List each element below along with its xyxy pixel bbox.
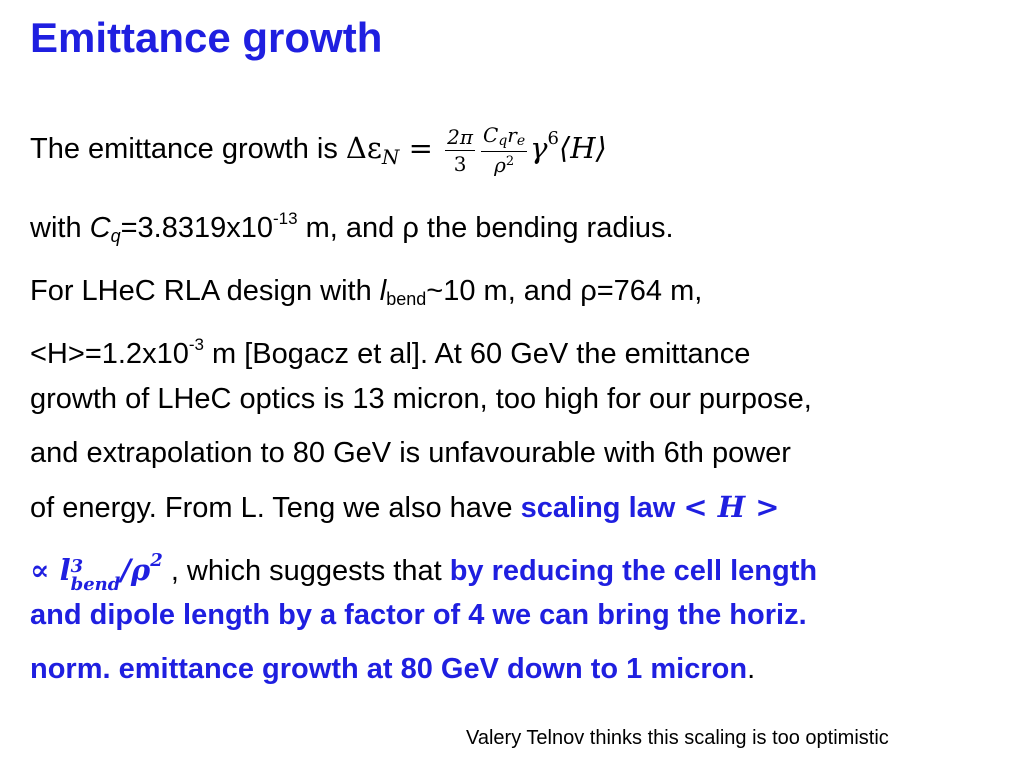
- l-bend-cubed-exponent: 3: [70, 556, 84, 577]
- rho-exponent: 2: [505, 154, 515, 170]
- scaling-law-highlight: scaling law: [520, 492, 684, 524]
- scaling-law-h-math: < H >: [683, 490, 780, 524]
- line2-text-a: <H>=1.2x10: [30, 338, 189, 370]
- body-paragraph: For LHeC RLA design with lbend~10 m, and…: [30, 264, 817, 696]
- cq-subscript: q: [498, 133, 508, 150]
- line1-text-b: ~10 m, and ρ=764 m,: [426, 275, 703, 307]
- line6-text: , which suggests that: [162, 555, 450, 587]
- proportional-symbol: ∝: [30, 553, 60, 587]
- body-line-7: and dipole length by a factor of 4 we ca…: [30, 599, 807, 631]
- reduction-highlight-end: norm. emittance growth at 80 GeV down to…: [30, 653, 748, 685]
- equals-sign: =: [399, 131, 443, 165]
- l-bend-subscript: bend: [386, 289, 427, 309]
- rho-symbol: ρ: [494, 153, 506, 178]
- l-bend-cubed-subscript: bend: [70, 574, 121, 595]
- fraction-denominator: ρ2: [481, 152, 527, 175]
- reduction-highlight-start: by reducing the cell length: [449, 555, 818, 587]
- gamma-exponent: 6: [547, 128, 559, 149]
- delta-epsilon-symbol: Δε: [345, 131, 382, 165]
- fraction-numerator: Cqre: [481, 123, 528, 153]
- fraction-cq-re-over-rho-squared: Cqre ρ2: [481, 123, 528, 175]
- fraction-numerator: 2π: [445, 124, 476, 151]
- line1-text-a: For LHeC RLA design with: [30, 275, 380, 307]
- cq-exponent: -13: [273, 209, 298, 228]
- l-bend-cubed-symbol: l: [59, 553, 71, 587]
- body-line-8: norm. emittance growth at 80 GeV down to…: [30, 642, 817, 696]
- re-subscript: e: [516, 133, 526, 150]
- equation-paragraph: The emittance growth is ΔεN = 2π 3 Cqre ρ2 γ…: [30, 112, 607, 184]
- cq-paragraph: with Cq=3.8319x10-13 m, and ρ the bendin…: [30, 192, 674, 263]
- cq-text-subscript: q: [110, 226, 121, 246]
- line2-text-b: m [Bogacz et al]. At 60 GeV the emittanc…: [203, 338, 751, 370]
- body-line-5: of energy. From L. Teng we also have sca…: [30, 480, 817, 534]
- l-bend-symbol: l: [379, 275, 387, 307]
- cq-lead-text: with: [30, 212, 90, 244]
- l-bend-cubed-scripts: 3 bend: [71, 558, 121, 594]
- body-line-1: For LHeC RLA design with lbend~10 m, and…: [30, 264, 817, 318]
- equation-lead-text: The emittance growth is: [30, 133, 346, 165]
- rho-divisor-symbol: /ρ: [120, 553, 151, 587]
- fraction-two-pi-over-three: 2π 3: [445, 124, 476, 176]
- cq-symbol: C: [483, 123, 499, 148]
- rho-divisor-exponent: 2: [150, 550, 163, 571]
- cq-text-symbol: C: [89, 212, 111, 244]
- body-line-6: ∝ l 3 bend/ρ2 , which suggests that by red…: [30, 534, 818, 594]
- epsilon-subscript: N: [381, 145, 400, 169]
- gamma-symbol: γ: [530, 131, 548, 165]
- re-symbol: r: [507, 123, 517, 148]
- h-exponent: -3: [188, 335, 204, 354]
- footnote: Valery Telnov thinks this scaling is too…: [466, 727, 889, 749]
- body-line-4: and extrapolation to 80 GeV is unfavoura…: [30, 437, 791, 469]
- cq-trailing-text: m, and ρ the bending radius.: [297, 212, 674, 244]
- body-line-3: growth of LHeC optics is 13 micron, too …: [30, 383, 812, 415]
- line5-text-a: of energy. From L. Teng we also have: [30, 492, 521, 524]
- slide-title: Emittance growth: [30, 14, 383, 61]
- body-line-2: <H>=1.2x10-3 m [Bogacz et al]. At 60 GeV…: [30, 318, 817, 372]
- h-average-symbol: ⟨H⟩: [558, 131, 607, 165]
- fraction-denominator: 3: [453, 151, 467, 176]
- line8-period: .: [747, 653, 756, 685]
- cq-value-text: =3.8319x10: [120, 212, 274, 244]
